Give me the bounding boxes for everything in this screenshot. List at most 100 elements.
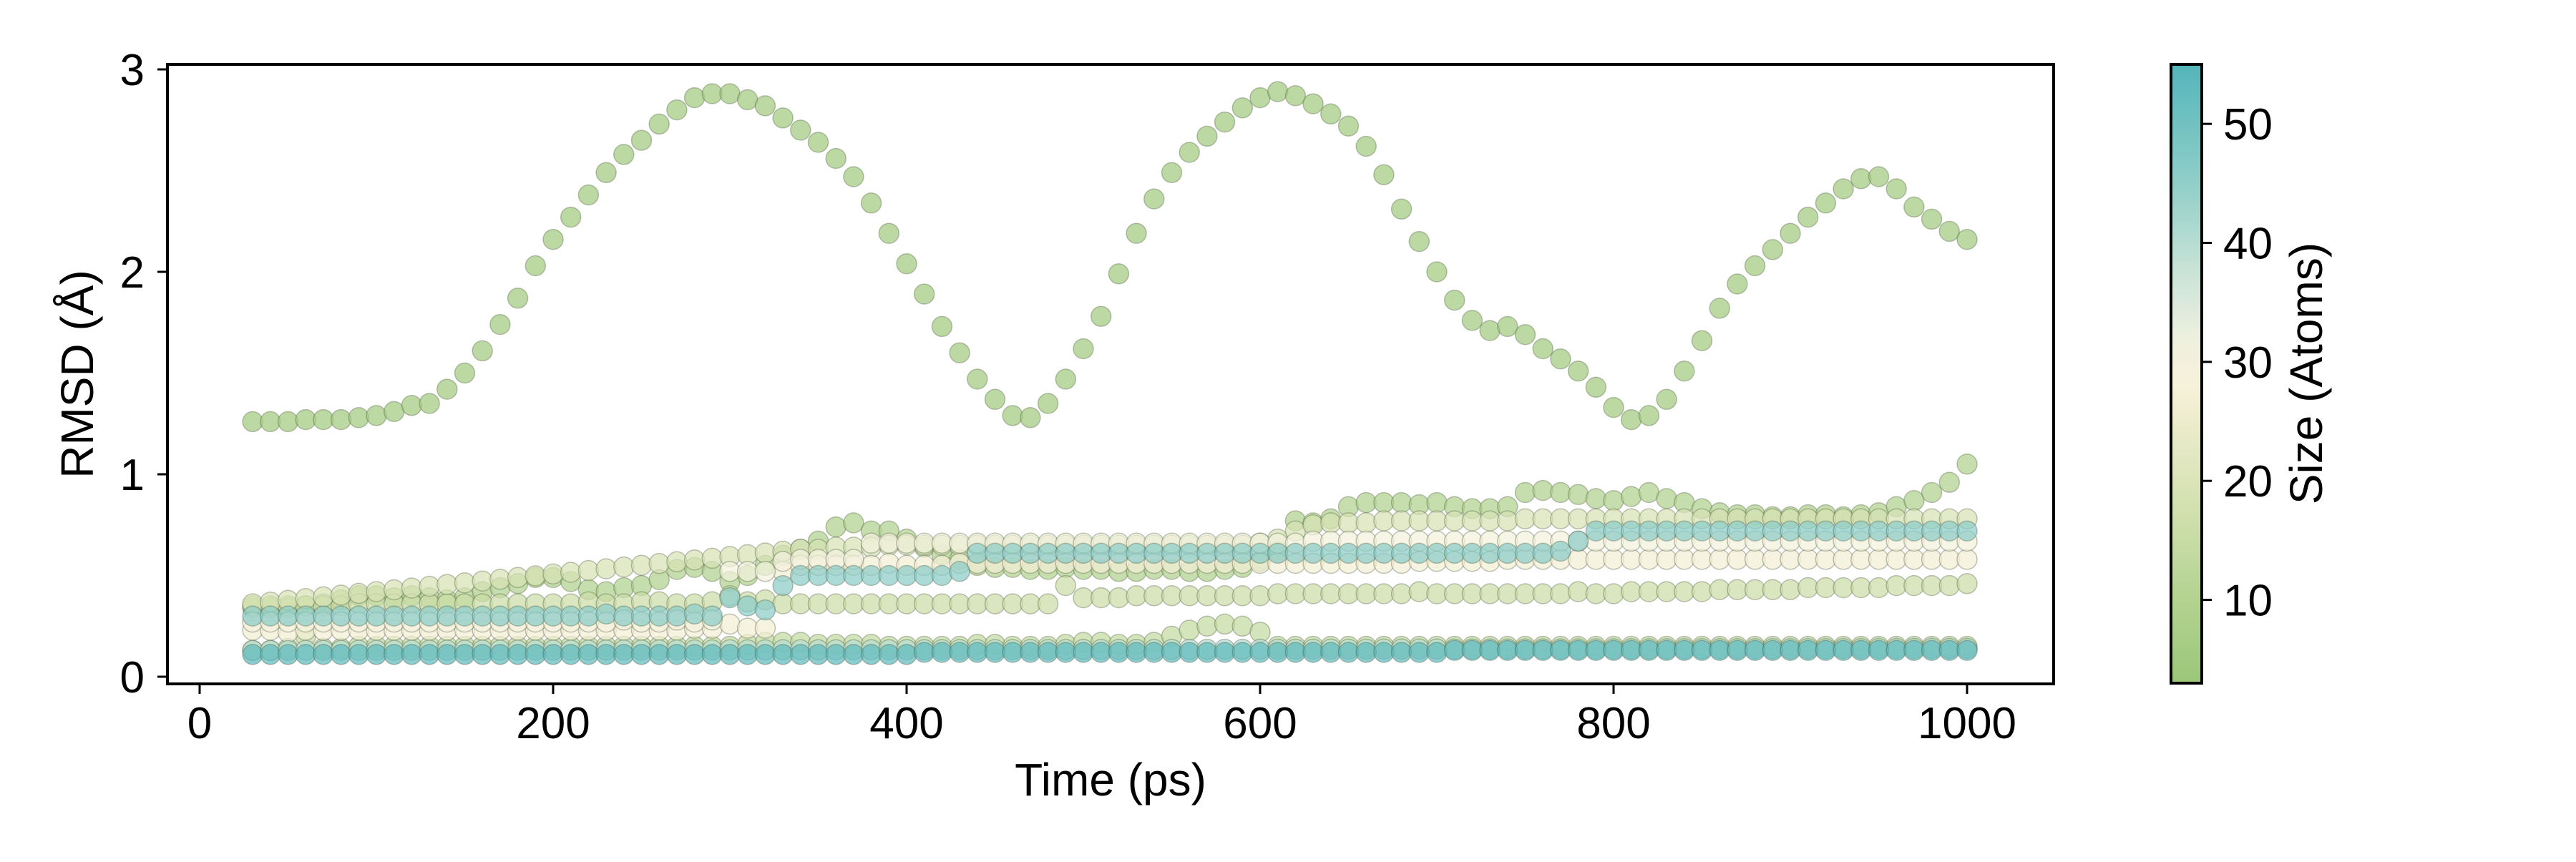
data-point bbox=[1903, 640, 1925, 661]
data-point bbox=[913, 593, 935, 614]
data-point bbox=[1727, 579, 1748, 601]
data-point bbox=[436, 605, 458, 627]
data-point bbox=[1744, 579, 1766, 601]
data-point bbox=[613, 556, 635, 578]
data-point bbox=[436, 644, 458, 665]
data-point bbox=[277, 411, 299, 433]
data-point bbox=[1302, 583, 1324, 604]
data-point bbox=[348, 644, 370, 665]
data-point bbox=[383, 579, 405, 601]
data-point bbox=[1550, 508, 1571, 530]
data-point bbox=[1231, 97, 1254, 119]
data-point bbox=[754, 617, 776, 639]
data-point bbox=[436, 574, 458, 595]
data-point bbox=[984, 388, 1006, 411]
data-point bbox=[1656, 488, 1677, 509]
data-point bbox=[790, 119, 811, 141]
data-point bbox=[1497, 640, 1518, 661]
data-point bbox=[1938, 471, 1961, 494]
data-point bbox=[843, 644, 864, 665]
data-point bbox=[260, 605, 281, 627]
data-point bbox=[1179, 542, 1200, 564]
data-point bbox=[1638, 520, 1660, 542]
data-point bbox=[1002, 593, 1023, 614]
data-point bbox=[1956, 640, 1978, 661]
data-point bbox=[825, 644, 847, 665]
data-point bbox=[666, 644, 688, 665]
data-points bbox=[242, 81, 1978, 665]
data-point bbox=[1532, 583, 1553, 604]
data-point bbox=[1833, 640, 1854, 661]
data-point bbox=[1037, 542, 1059, 564]
data-point bbox=[1514, 542, 1536, 564]
data-point bbox=[260, 411, 281, 433]
data-point bbox=[1196, 585, 1218, 607]
data-point bbox=[1037, 393, 1059, 414]
data-point bbox=[1532, 542, 1553, 564]
data-point bbox=[1073, 542, 1094, 564]
data-point bbox=[1620, 549, 1642, 570]
data-point bbox=[1179, 142, 1200, 163]
data-point bbox=[1727, 640, 1748, 661]
data-point bbox=[984, 642, 1006, 663]
data-point bbox=[1514, 323, 1536, 346]
data-point bbox=[1497, 315, 1518, 338]
data-point bbox=[1020, 593, 1041, 614]
data-point bbox=[1461, 310, 1483, 331]
data-point bbox=[860, 192, 882, 214]
data-point bbox=[1956, 573, 1978, 594]
data-point bbox=[348, 605, 370, 627]
data-point bbox=[736, 617, 758, 639]
data-point bbox=[1691, 520, 1713, 542]
data-point bbox=[313, 586, 334, 608]
data-point bbox=[843, 593, 864, 614]
data-point bbox=[1567, 581, 1589, 602]
data-point bbox=[1002, 542, 1023, 564]
data-point bbox=[1833, 577, 1854, 599]
data-point bbox=[1020, 407, 1041, 428]
x-tick-label: 400 bbox=[869, 699, 943, 748]
data-point bbox=[772, 574, 794, 597]
data-point bbox=[1514, 583, 1536, 604]
data-point bbox=[1797, 206, 1819, 228]
data-point bbox=[666, 99, 688, 121]
data-point bbox=[1567, 530, 1589, 552]
data-point bbox=[949, 532, 970, 554]
data-point bbox=[967, 368, 988, 390]
y-axis-label: RMSD (Å) bbox=[52, 270, 103, 479]
data-point bbox=[401, 395, 423, 416]
x-tick-label: 800 bbox=[1576, 699, 1650, 748]
data-point bbox=[1691, 581, 1713, 602]
data-point bbox=[1390, 510, 1413, 532]
colorbar bbox=[2170, 63, 2203, 685]
data-point bbox=[825, 593, 847, 614]
data-point bbox=[1479, 510, 1501, 532]
data-point bbox=[1373, 510, 1395, 532]
data-point bbox=[613, 144, 635, 165]
data-point bbox=[313, 644, 334, 665]
data-point bbox=[489, 644, 511, 665]
data-point bbox=[1550, 540, 1571, 562]
data-point bbox=[577, 184, 600, 206]
data-point bbox=[595, 558, 617, 579]
x-axis-ticks: 0 200 400 600 800 1000 bbox=[187, 684, 2016, 748]
data-point bbox=[1780, 549, 1801, 570]
data-point bbox=[878, 532, 900, 554]
data-point bbox=[1585, 583, 1607, 604]
data-point bbox=[1461, 542, 1483, 564]
data-point bbox=[1780, 520, 1801, 542]
data-point bbox=[1055, 368, 1077, 390]
data-point bbox=[295, 605, 316, 627]
data-point bbox=[1108, 587, 1130, 609]
data-point bbox=[1055, 574, 1077, 597]
y-tick-label: 3 bbox=[120, 46, 145, 95]
data-point bbox=[1355, 542, 1377, 564]
data-point bbox=[1514, 481, 1536, 504]
data-point bbox=[1603, 490, 1624, 511]
data-point bbox=[736, 595, 758, 617]
data-point bbox=[595, 162, 617, 184]
colorbar-tick-label: 40 bbox=[2223, 220, 2273, 269]
data-point bbox=[330, 408, 352, 431]
data-point bbox=[754, 644, 776, 665]
